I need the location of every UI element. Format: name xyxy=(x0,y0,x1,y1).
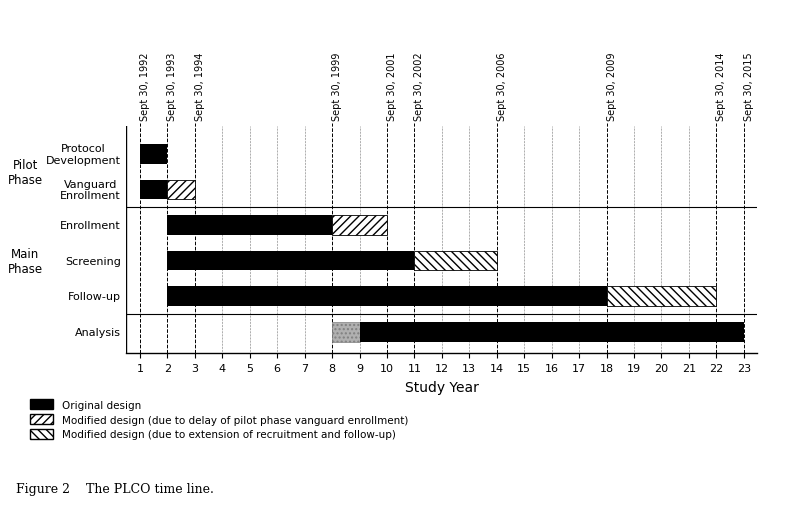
Bar xyxy=(167,287,607,307)
Text: Pilot
Phase: Pilot Phase xyxy=(8,159,43,186)
Text: Sept 30, 2009: Sept 30, 2009 xyxy=(607,53,616,121)
X-axis label: Study Year: Study Year xyxy=(405,380,479,394)
Text: Figure 2    The PLCO time line.: Figure 2 The PLCO time line. xyxy=(16,482,214,495)
Text: Sept 30, 1999: Sept 30, 1999 xyxy=(332,53,342,121)
Bar xyxy=(414,251,497,271)
Text: Screening: Screening xyxy=(65,256,121,266)
Bar xyxy=(167,251,414,271)
Legend: Original design, Modified design (due to delay of pilot phase vanguard enrollmen: Original design, Modified design (due to… xyxy=(31,399,408,439)
Text: Sept 30, 1993: Sept 30, 1993 xyxy=(167,53,178,121)
Bar xyxy=(607,287,716,307)
Text: Sept 30, 2015: Sept 30, 2015 xyxy=(744,53,753,121)
Text: Sept 30, 2001: Sept 30, 2001 xyxy=(387,53,397,121)
Text: Vanguard
Enrollment: Vanguard Enrollment xyxy=(60,179,121,201)
Text: Protocol
Development: Protocol Development xyxy=(46,144,121,166)
Text: Follow-up: Follow-up xyxy=(68,292,121,301)
Text: Sept 30, 2014: Sept 30, 2014 xyxy=(716,53,727,121)
Bar xyxy=(332,322,360,342)
Bar xyxy=(140,180,167,200)
Bar xyxy=(167,216,332,235)
Bar xyxy=(332,216,387,235)
Bar xyxy=(360,322,744,342)
Text: Sept 30, 2002: Sept 30, 2002 xyxy=(414,53,424,121)
Text: Main
Phase: Main Phase xyxy=(8,247,43,275)
Bar xyxy=(140,145,167,165)
Text: Sept 30, 2006: Sept 30, 2006 xyxy=(497,53,507,121)
Text: Sept 30, 1994: Sept 30, 1994 xyxy=(195,53,205,121)
Bar xyxy=(167,180,195,200)
Text: Analysis: Analysis xyxy=(75,327,121,337)
Text: Enrollment: Enrollment xyxy=(60,221,121,231)
Text: Sept 30, 1992: Sept 30, 1992 xyxy=(140,53,150,121)
